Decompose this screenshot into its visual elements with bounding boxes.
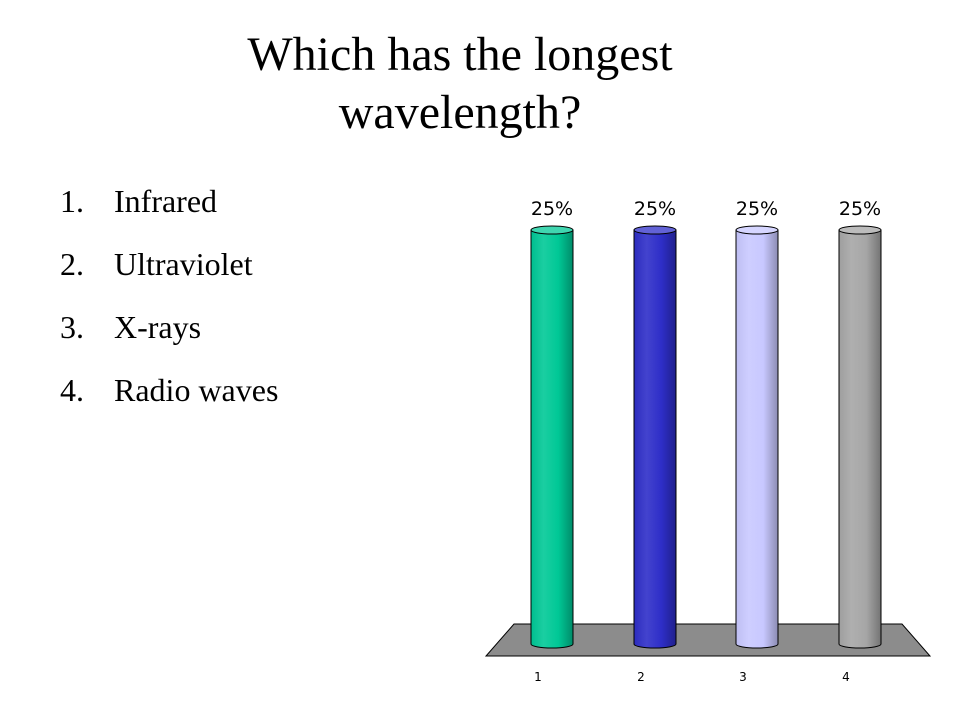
bar-3 xyxy=(735,229,779,649)
bar-1 xyxy=(530,229,574,649)
bar-4 xyxy=(838,229,882,649)
category-label-1: 1 xyxy=(534,670,542,684)
answer-option-number: 4. xyxy=(60,372,84,408)
data-label-1: 25% xyxy=(531,198,573,220)
data-label-3: 25% xyxy=(736,198,778,220)
bar-top-2 xyxy=(633,225,677,235)
data-label-4: 25% xyxy=(839,198,881,220)
category-label-4: 4 xyxy=(842,670,850,684)
bar-top-3 xyxy=(735,225,779,235)
answer-option: 1. Infrared xyxy=(60,176,278,239)
bar-2 xyxy=(633,229,677,649)
answer-option-label: Radio waves xyxy=(114,372,279,408)
bar-top-1 xyxy=(530,225,574,235)
bar-top-4 xyxy=(838,225,882,235)
answer-option-number: 2. xyxy=(60,246,84,282)
answer-option: 2. Ultraviolet xyxy=(60,239,278,302)
data-label-2: 25% xyxy=(634,198,676,220)
answer-option-label: X-rays xyxy=(114,309,202,345)
answer-option-number: 3. xyxy=(60,309,84,345)
category-label-2: 2 xyxy=(637,670,645,684)
answer-option-label: Ultraviolet xyxy=(114,246,253,282)
answer-option: 4. Radio waves xyxy=(60,365,278,428)
chart-floor xyxy=(484,623,932,657)
answer-option-number: 1. xyxy=(60,183,84,219)
answer-option: 3. X-rays xyxy=(60,302,278,365)
category-label-3: 3 xyxy=(739,670,747,684)
answer-option-label: Infrared xyxy=(114,183,218,219)
slide-title: Which has the longest wavelength? xyxy=(247,28,673,139)
answer-options-list: 1. Infrared 2. Ultraviolet 3. X-rays 4. Radi… xyxy=(60,176,278,428)
